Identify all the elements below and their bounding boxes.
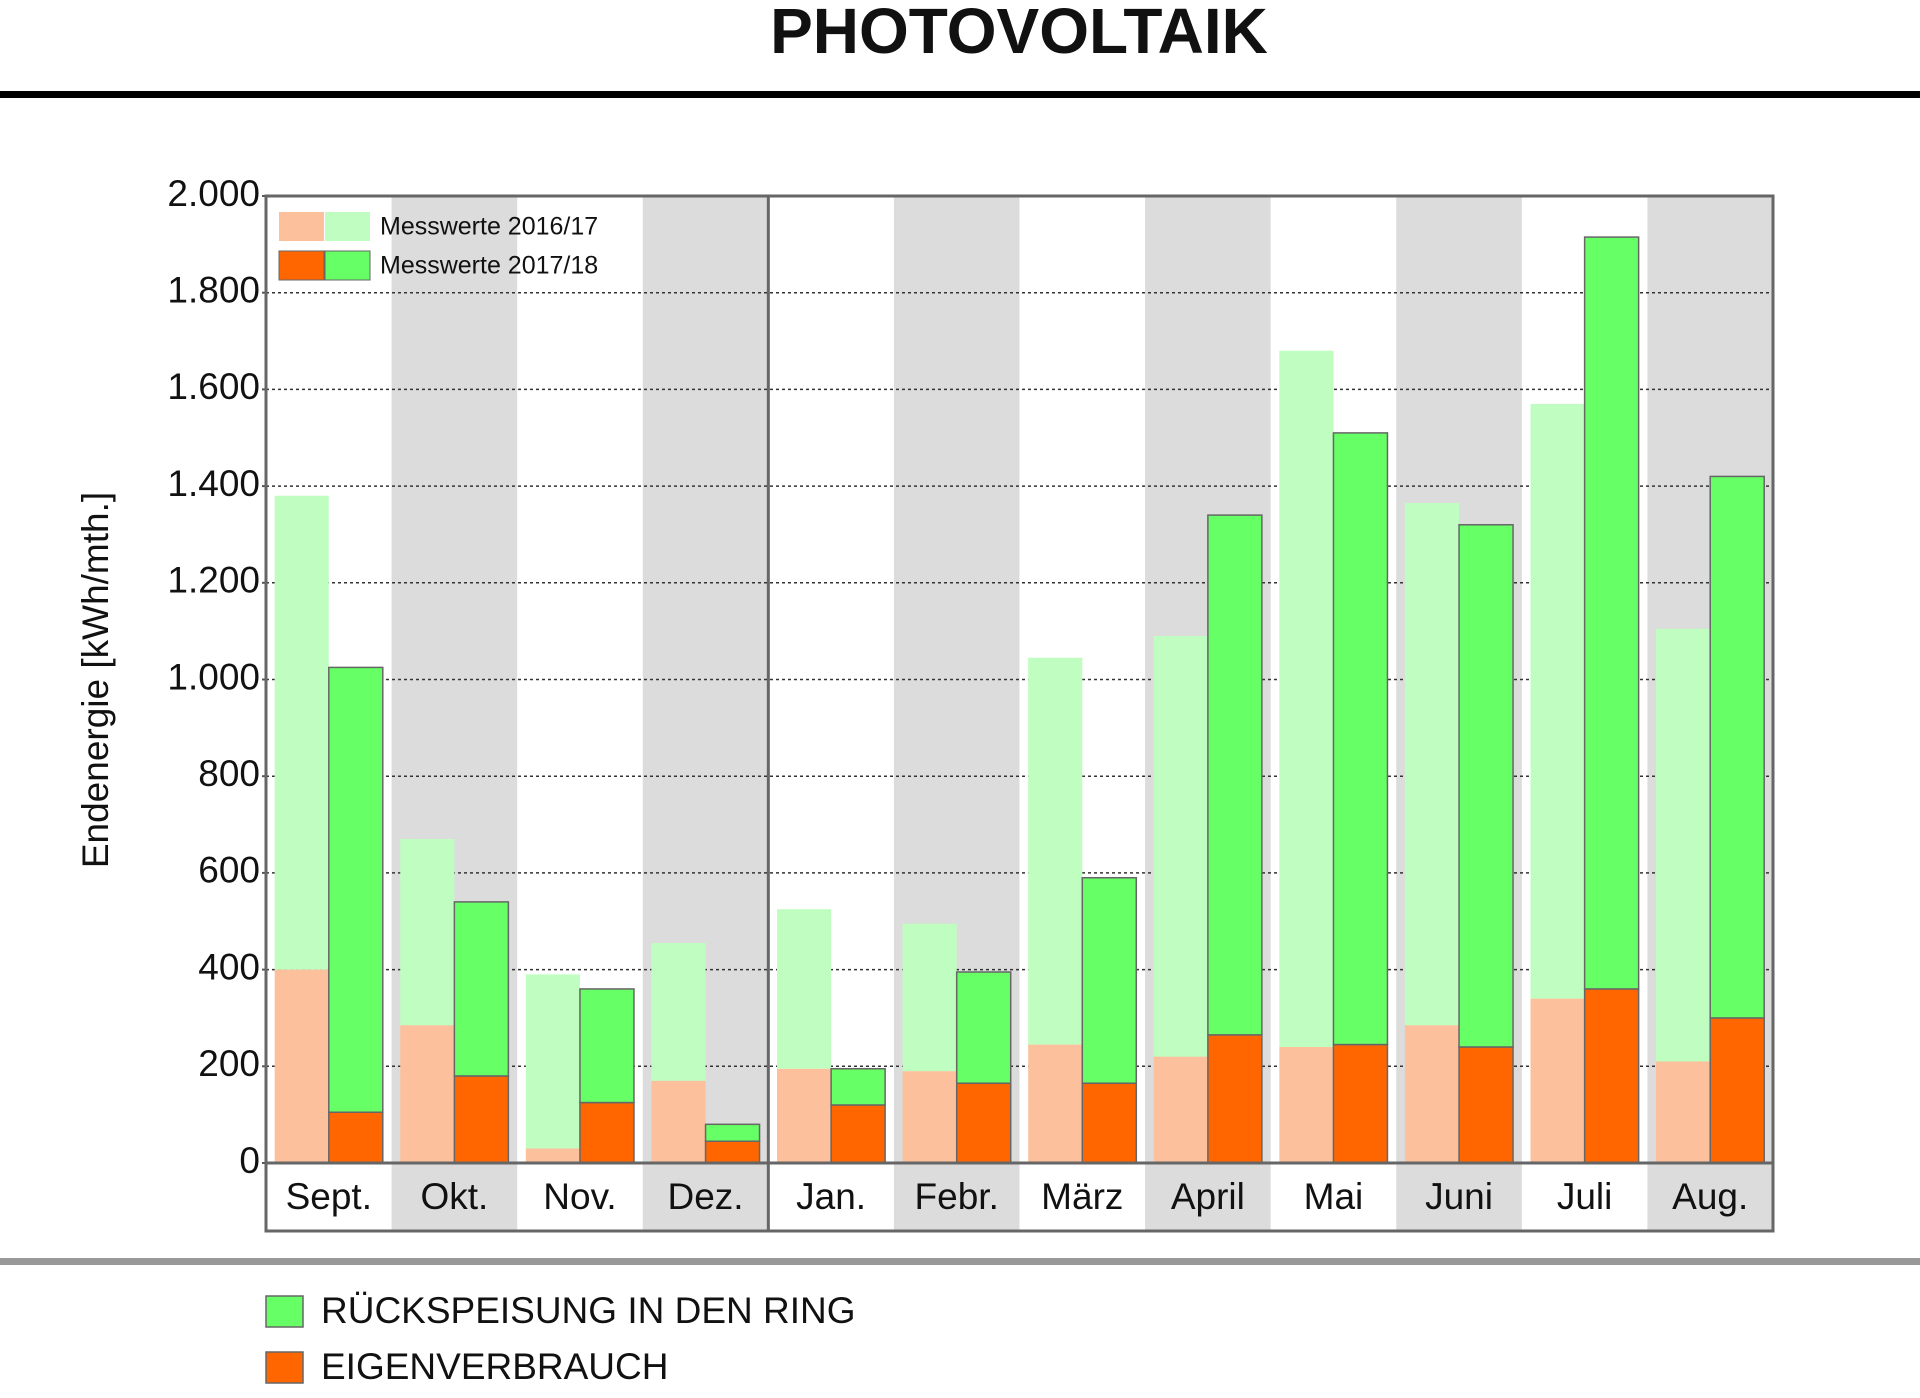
y-tick-label: 0 xyxy=(239,1140,260,1181)
bar-segment xyxy=(1583,236,1640,990)
bar-segment xyxy=(1081,1082,1138,1164)
plot-frame xyxy=(264,194,1775,1233)
bar-segment xyxy=(400,1025,455,1163)
x-tick-label: Okt. xyxy=(420,1176,488,1217)
legend-label: Messwerte 2017/18 xyxy=(380,252,598,280)
y-tick-label: 1.600 xyxy=(167,366,260,407)
bar-segment xyxy=(328,666,384,1113)
bar-segment xyxy=(579,1101,635,1164)
bar-segment xyxy=(1709,1017,1765,1164)
bar-segment xyxy=(525,974,580,1149)
bar-segment xyxy=(328,1111,384,1164)
bar-segment xyxy=(1153,635,1208,1057)
legend-swatch xyxy=(324,250,371,281)
bar-segment xyxy=(1081,876,1138,1084)
y-tick-label: 600 xyxy=(198,850,260,891)
bar-segment xyxy=(651,1080,706,1163)
y-tick-label: 1.200 xyxy=(167,560,260,601)
bar-segment xyxy=(1153,1056,1208,1163)
bar-segment xyxy=(776,909,832,1069)
y-tick-label: 800 xyxy=(198,753,260,794)
y-tick-label: 400 xyxy=(198,946,260,987)
bar-segment xyxy=(955,971,1012,1084)
bar-segment xyxy=(1028,1044,1083,1163)
bar-segment xyxy=(579,988,635,1104)
bar-segment xyxy=(1583,988,1640,1164)
legend-swatch xyxy=(265,1351,304,1384)
bar-segment xyxy=(1458,1046,1514,1164)
x-tick-label: Dez. xyxy=(668,1176,744,1217)
bar-segment xyxy=(453,901,510,1077)
legend-label: EIGENVERBRAUCH xyxy=(321,1346,668,1387)
bar-segment xyxy=(1709,475,1765,1019)
bar-segment xyxy=(1404,1025,1460,1163)
x-tick-label: April xyxy=(1171,1176,1245,1217)
x-tick-label: Aug. xyxy=(1672,1176,1748,1217)
bar-segment xyxy=(830,1104,886,1164)
bar-segment xyxy=(704,1140,761,1164)
bar-segment xyxy=(830,1067,886,1106)
x-tick-label: Jan. xyxy=(796,1176,866,1217)
x-tick-label: Febr. xyxy=(915,1176,999,1217)
bar-segment xyxy=(1279,350,1334,1047)
x-tick-label: Sept. xyxy=(286,1176,372,1217)
bar-segment xyxy=(1458,524,1514,1048)
chart-title: PHOTOVOLTAIK xyxy=(770,0,1268,67)
bar-segment xyxy=(1279,1046,1334,1163)
y-tick-label: 1.800 xyxy=(167,269,260,310)
y-tick-label: 200 xyxy=(198,1043,260,1084)
bar-segment xyxy=(955,1082,1012,1164)
bar-segment xyxy=(1656,1061,1711,1163)
x-tick-label: Juli xyxy=(1557,1176,1613,1217)
x-tick-label: Mai xyxy=(1304,1176,1364,1217)
footer-rule xyxy=(0,1258,1920,1265)
bar-segment xyxy=(902,1071,957,1163)
legend-swatch xyxy=(325,212,370,241)
bar-segment xyxy=(651,943,706,1081)
legend-swatch xyxy=(279,212,324,241)
bar-segment xyxy=(1404,503,1460,1026)
legend-label: RÜCKSPEISUNG IN DEN RING xyxy=(321,1290,856,1331)
bar-segment xyxy=(1656,628,1711,1062)
legend-label: Messwerte 2016/17 xyxy=(380,213,598,241)
bar-segment xyxy=(525,1148,580,1163)
y-tick-label: 1.400 xyxy=(167,463,260,504)
bar-segment xyxy=(1332,1043,1389,1164)
y-tick-label: 1.000 xyxy=(167,656,260,697)
bar-segment xyxy=(400,839,455,1026)
x-tick-label: März xyxy=(1041,1176,1123,1217)
bar-segment xyxy=(274,495,329,970)
bar-segment xyxy=(902,923,957,1072)
y-tick-label: 2.000 xyxy=(167,173,260,214)
y-axis-label: Endenergie [kWh/mth.] xyxy=(75,492,116,868)
bar-segment xyxy=(776,1068,832,1163)
bar-segment xyxy=(704,1123,761,1142)
legend-swatch xyxy=(278,250,325,281)
x-tick-label: Nov. xyxy=(543,1176,616,1217)
bar-segment xyxy=(1028,657,1083,1045)
title-rule xyxy=(0,91,1920,98)
x-tick-label: Juni xyxy=(1425,1176,1493,1217)
bar-segment xyxy=(1207,1034,1263,1164)
bar-segment xyxy=(1207,514,1263,1036)
bar-segment xyxy=(274,969,329,1163)
legend-swatch xyxy=(265,1295,304,1328)
bar-segment xyxy=(1530,403,1585,999)
bar-segment xyxy=(1530,998,1585,1163)
bar-segment xyxy=(453,1075,510,1164)
bar-segment xyxy=(1332,432,1389,1046)
